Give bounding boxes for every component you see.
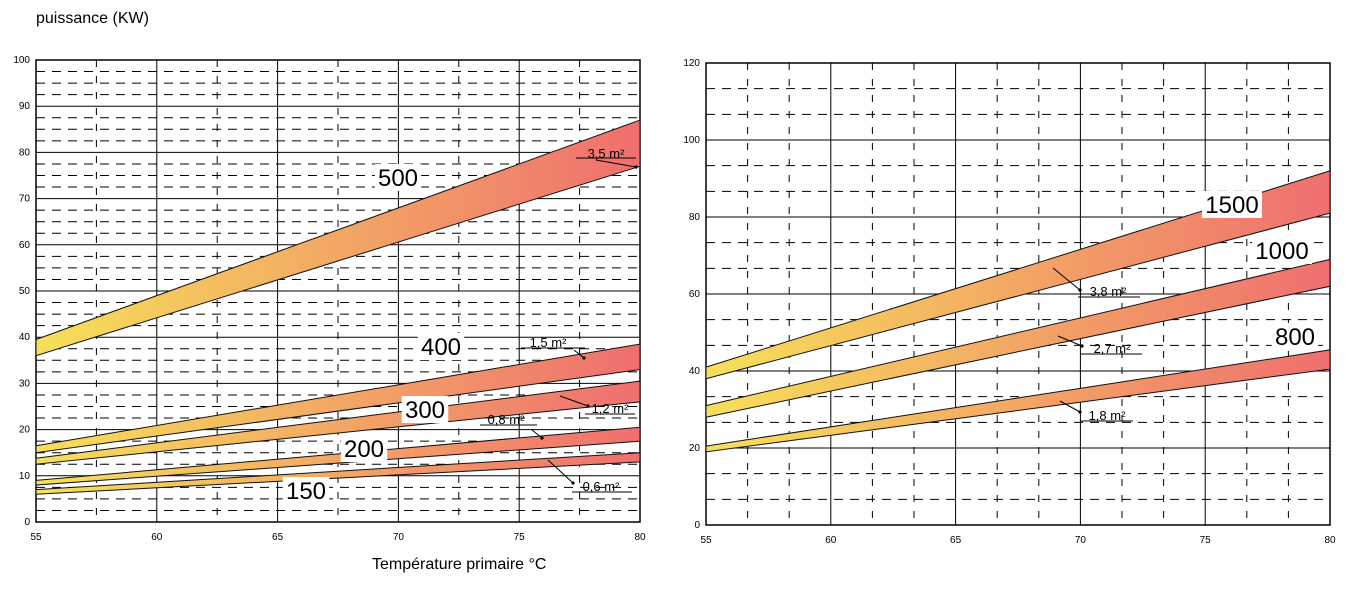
band-500: [35, 119, 641, 357]
series-label-500: 500: [378, 165, 418, 192]
band-800: [705, 349, 1331, 453]
area-label-leader: [1057, 335, 1083, 347]
y-tick-label: 50: [19, 286, 31, 297]
y-tick-label: 20: [19, 425, 31, 436]
series-label-bg: [1271, 323, 1319, 350]
area-label: 0,8 m²: [488, 412, 526, 427]
y-tick-label: 0: [694, 520, 700, 531]
area-label-pointer: [1078, 410, 1082, 414]
series-label-1500: 1500: [1205, 192, 1258, 219]
series-label-bg: [1202, 191, 1262, 218]
x-tick-label: 65: [272, 532, 284, 543]
x-tick-label: 75: [1200, 535, 1212, 546]
area-label: 3,8 m²: [1090, 284, 1128, 299]
y-tick-label: 40: [19, 332, 31, 343]
band-200: [35, 426, 641, 486]
series-label-bg: [1252, 237, 1312, 264]
y-tick-label: 100: [683, 135, 700, 146]
series-label-800: 800: [1275, 324, 1315, 351]
area-label-leader: [531, 429, 543, 439]
area-label-pointer: [634, 165, 638, 169]
series-label-bg: [282, 477, 330, 504]
y-tick-label: 120: [683, 58, 700, 69]
series-label-bg: [401, 396, 449, 423]
x-tick-label: 65: [950, 535, 962, 546]
area-label: 2,7 m²: [1094, 341, 1132, 356]
y-axis-title: puissance (KW): [36, 10, 149, 27]
x-axis-title: Température primaire °C: [372, 556, 547, 573]
area-label: 1,8 m²: [1089, 408, 1127, 423]
x-tick-label: 75: [514, 532, 526, 543]
area-label: 1,5 m²: [530, 335, 568, 350]
area-label-pointer: [1078, 288, 1082, 292]
series-label-400: 400: [421, 334, 461, 361]
grid: [35, 59, 641, 523]
area-label-pointer: [571, 481, 575, 485]
y-tick-label: 40: [689, 366, 701, 377]
series-label-150: 150: [286, 478, 326, 505]
series-label-300: 300: [405, 397, 445, 424]
band-1000: [705, 258, 1331, 418]
plot-frame: [35, 59, 641, 523]
y-tick-label: 60: [689, 289, 701, 300]
x-tick-label: 55: [30, 532, 42, 543]
area-label: 1,2 m²: [592, 401, 630, 416]
y-tick-label: 10: [19, 471, 31, 482]
x-tick-label: 80: [1324, 535, 1336, 546]
area-label-pointer: [1080, 344, 1084, 348]
series-label-200: 200: [344, 436, 384, 463]
area-label-leader: [1059, 400, 1081, 413]
y-tick-label: 0: [24, 517, 30, 528]
x-tick-label: 80: [634, 532, 646, 543]
area-label-leader: [573, 349, 585, 359]
plot-frame: [705, 62, 1331, 526]
area-label-leader: [1052, 267, 1081, 291]
area-label-leader: [547, 459, 574, 484]
band-150: [35, 452, 641, 495]
series-label-bg: [340, 435, 388, 462]
area-label-pointer: [540, 436, 544, 440]
series-label-bg: [374, 164, 422, 191]
y-tick-label: 70: [19, 194, 31, 205]
series-label-1000: 1000: [1255, 238, 1308, 265]
area-label-leader: [559, 395, 589, 407]
series-label-bg: [417, 333, 465, 360]
area-label-leader: [595, 159, 637, 168]
area-label: 3,5 m²: [588, 146, 626, 161]
x-tick-label: 70: [393, 532, 405, 543]
y-tick-label: 90: [19, 101, 31, 112]
y-tick-label: 100: [13, 55, 30, 66]
y-tick-label: 20: [689, 443, 701, 454]
x-tick-label: 70: [1075, 535, 1087, 546]
y-tick-label: 80: [19, 147, 31, 158]
band-1500: [705, 170, 1331, 380]
y-tick-label: 80: [689, 212, 701, 223]
band-400: [35, 343, 641, 454]
x-tick-label: 55: [700, 535, 712, 546]
x-tick-label: 60: [825, 535, 837, 546]
y-tick-label: 60: [19, 240, 31, 251]
x-tick-label: 60: [151, 532, 163, 543]
area-label: 0,6 m²: [583, 479, 621, 494]
y-tick-label: 30: [19, 378, 31, 389]
area-label-pointer: [582, 356, 586, 360]
area-label-pointer: [586, 404, 590, 408]
